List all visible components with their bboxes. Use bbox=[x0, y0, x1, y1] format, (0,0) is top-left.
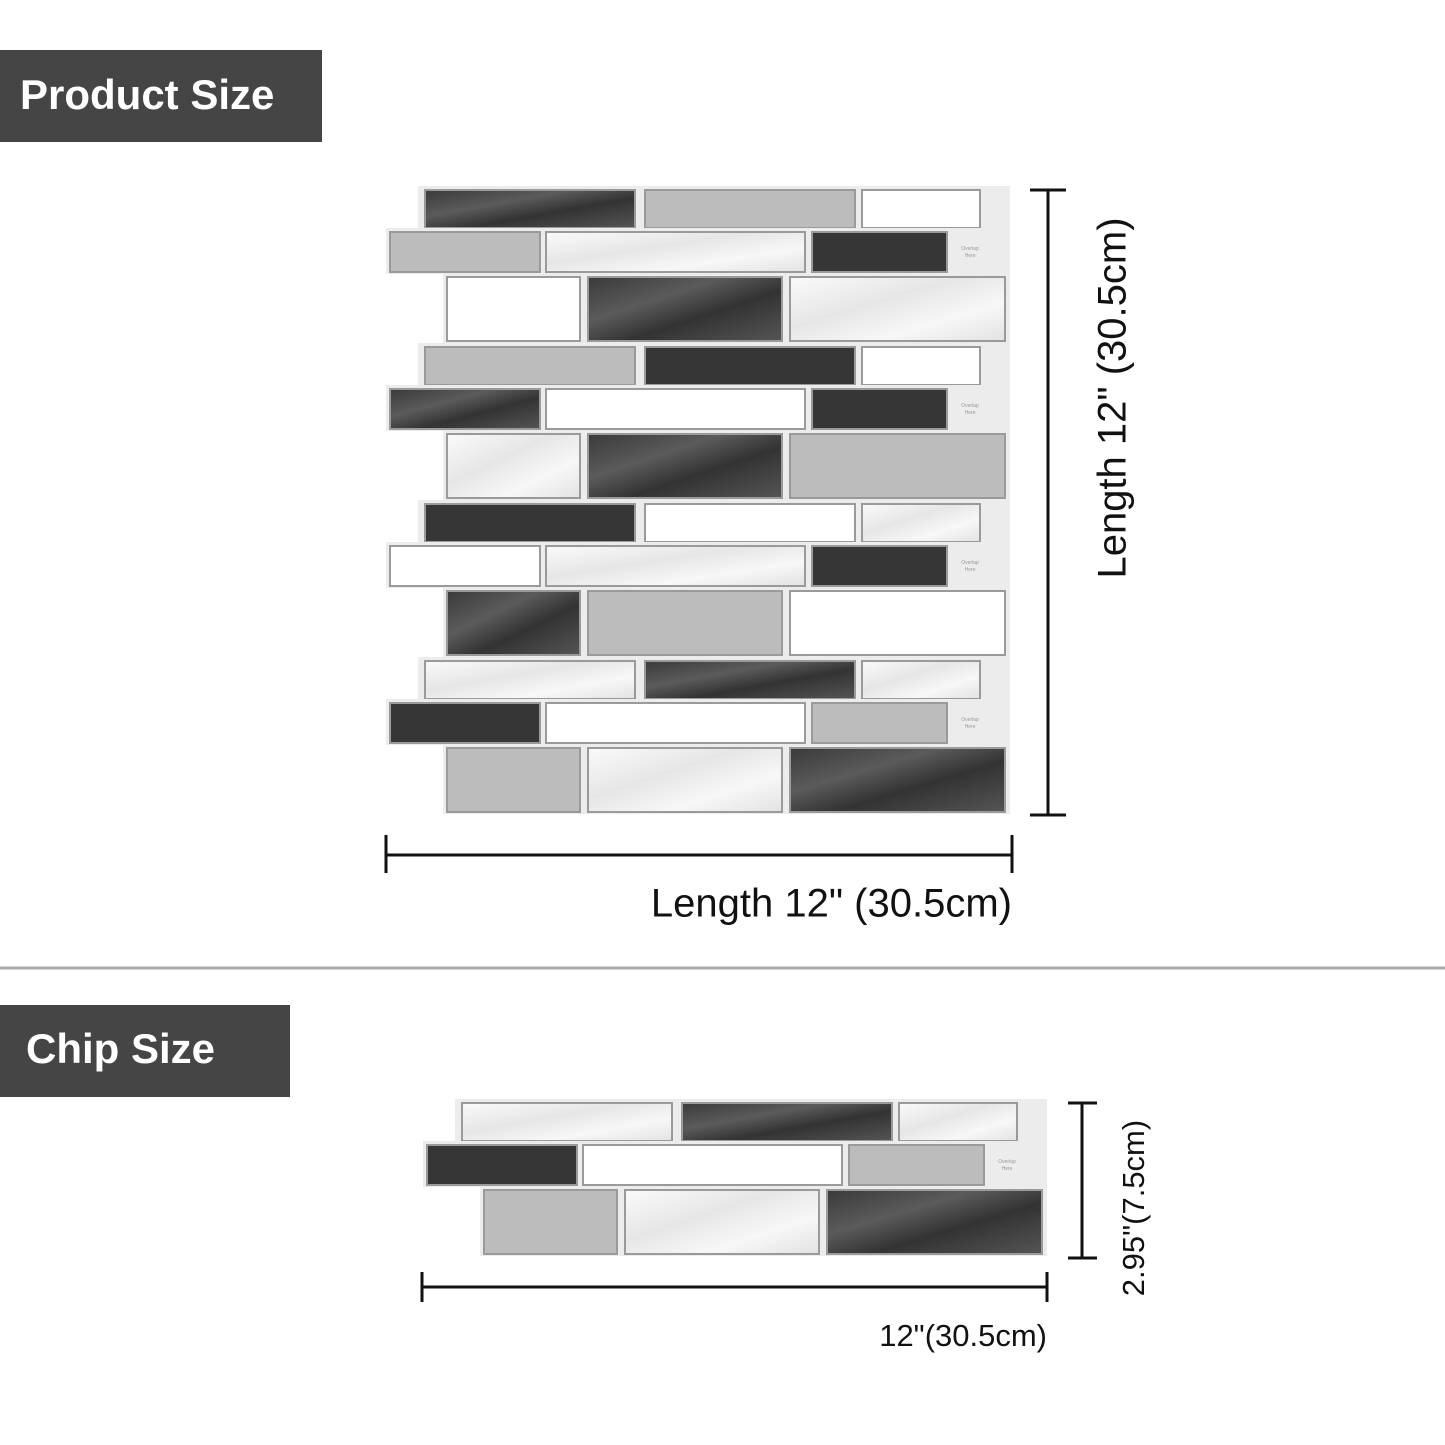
tile bbox=[545, 545, 806, 587]
section-title: Chip Size bbox=[26, 1025, 215, 1072]
tile bbox=[587, 276, 783, 342]
tile bbox=[789, 590, 1006, 656]
tile bbox=[644, 503, 856, 543]
tile bbox=[446, 747, 581, 813]
section-title: Product Size bbox=[20, 71, 274, 118]
width-label: Length 12" (30.5cm) bbox=[651, 882, 1012, 926]
tile bbox=[826, 1189, 1043, 1255]
tile bbox=[861, 660, 981, 700]
tile bbox=[446, 590, 581, 656]
tile bbox=[389, 702, 541, 744]
header-box bbox=[0, 1005, 290, 1097]
tile bbox=[587, 433, 783, 499]
overlap-note: Overlap bbox=[998, 1159, 1016, 1165]
overlap-note: Overlap bbox=[961, 717, 979, 723]
tile bbox=[789, 276, 1006, 342]
width-label: 12"(30.5cm) bbox=[879, 1318, 1047, 1353]
tile bbox=[861, 503, 981, 543]
tile bbox=[389, 231, 541, 273]
tile bbox=[446, 276, 581, 342]
tile bbox=[644, 660, 856, 700]
tile bbox=[389, 388, 541, 430]
tile bbox=[446, 433, 581, 499]
tile bbox=[811, 388, 948, 430]
overlap-note: Overlap bbox=[961, 403, 979, 409]
tile bbox=[424, 346, 636, 386]
overlap-note: Here bbox=[965, 410, 976, 416]
overlap-note: Here bbox=[1002, 1166, 1013, 1172]
tile bbox=[389, 545, 541, 587]
tile bbox=[848, 1144, 985, 1186]
tile bbox=[811, 231, 948, 273]
tile bbox=[426, 1144, 578, 1186]
tile bbox=[483, 1189, 618, 1255]
tile bbox=[545, 231, 806, 273]
tile bbox=[644, 189, 856, 229]
tile bbox=[582, 1144, 843, 1186]
tile bbox=[898, 1102, 1018, 1142]
tile bbox=[861, 189, 981, 229]
tile bbox=[424, 660, 636, 700]
overlap-note: Here bbox=[965, 567, 976, 573]
tile bbox=[461, 1102, 673, 1142]
tile bbox=[861, 346, 981, 386]
tile bbox=[424, 189, 636, 229]
tile-sheet: OverlapHereOverlapHereOverlapHereOverlap… bbox=[386, 186, 1047, 1256]
header-box bbox=[0, 50, 322, 142]
tile bbox=[545, 702, 806, 744]
tile bbox=[624, 1189, 820, 1255]
tile bbox=[789, 433, 1006, 499]
height-label: 2.95"(7.5cm) bbox=[1116, 1120, 1151, 1296]
tile bbox=[811, 545, 948, 587]
tile bbox=[811, 702, 948, 744]
overlap-note: Here bbox=[965, 253, 976, 259]
overlap-note: Overlap bbox=[961, 560, 979, 566]
tile bbox=[587, 747, 783, 813]
overlap-note: Overlap bbox=[961, 246, 979, 252]
tile bbox=[587, 590, 783, 656]
height-label: Length 12" (30.5cm) bbox=[1091, 217, 1135, 578]
overlap-note: Here bbox=[965, 724, 976, 730]
tile bbox=[789, 747, 1006, 813]
tile bbox=[681, 1102, 893, 1142]
tile bbox=[545, 388, 806, 430]
tile bbox=[424, 503, 636, 543]
tile bbox=[644, 346, 856, 386]
